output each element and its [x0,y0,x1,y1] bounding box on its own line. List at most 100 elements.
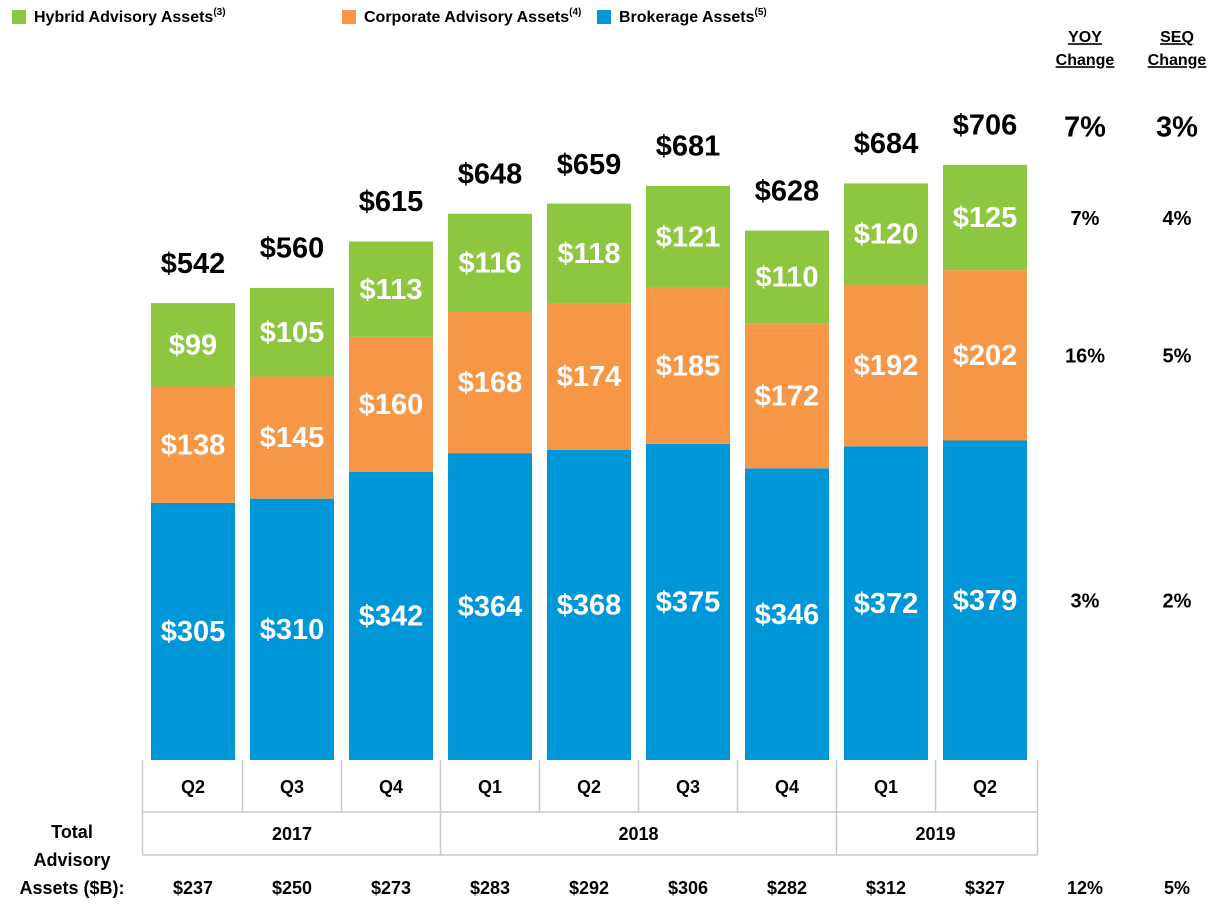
bar-segment [646,443,730,760]
yoy-change: 7% [1064,111,1106,143]
x-tick-label: Q2 [973,777,997,797]
total-label: $684 [854,128,919,160]
segment-label: $310 [260,614,325,646]
year-label: 2018 [618,824,658,844]
segment-label: $160 [359,389,424,421]
segment-label: $168 [458,367,523,399]
bar-segment [250,498,334,760]
bar-segment [151,386,235,503]
legend-footnote: (5) [754,7,766,18]
segment-label: $145 [260,422,325,454]
advisory-value: $312 [866,878,906,898]
segment-label: $368 [557,590,622,622]
segment-label: $99 [169,329,217,361]
legend-label: Brokerage Assets(5) [619,7,767,27]
bar-segment [151,502,235,760]
legend-footnote: (4) [569,7,581,18]
yoy-change: 3% [1071,591,1100,613]
legend-swatch [342,10,356,24]
segment-label: $342 [359,601,424,633]
segment-label: $364 [458,591,523,623]
segment-label: $185 [656,351,721,383]
bar-segment [448,213,532,312]
seq-change: 3% [1156,111,1198,143]
bar-segment [349,336,433,472]
bar-segment [844,183,928,285]
total-label: $659 [557,149,622,181]
bar-segment [448,311,532,454]
change-header: SEQ [1160,29,1194,46]
change-header: Change [1148,52,1207,69]
bar-segment [745,230,829,324]
bar-segment [250,287,334,377]
total-label: $542 [161,248,226,280]
segment-label: $372 [854,588,919,620]
segment-label: $174 [557,361,622,393]
total-label: $706 [953,109,1018,141]
segment-label: $305 [161,616,226,648]
yoy-change: 7% [1071,208,1100,230]
advisory-value: $306 [668,878,708,898]
segment-label: $192 [854,350,919,382]
bar-segment [943,270,1027,441]
segment-label: $121 [656,222,721,254]
segment-label: $375 [656,587,721,619]
bar-segment [646,185,730,288]
bar-segment [943,440,1027,760]
bar-segment [547,303,631,450]
legend-name: Brokerage Assets [619,9,755,26]
seq-change: 5% [1163,346,1192,368]
legend-name: Hybrid Advisory Assets [34,9,213,26]
legend-label: Corporate Advisory Assets(4) [364,7,581,27]
row-label: Advisory [33,850,110,870]
advisory-seq: 5% [1164,878,1190,898]
advisory-value: $292 [569,878,609,898]
bar-segment [844,284,928,447]
seq-change: 4% [1163,208,1192,230]
total-label: $615 [359,186,424,218]
yoy-change: 16% [1065,346,1105,368]
change-header: YOY [1068,29,1102,46]
bar-segment [844,446,928,760]
bar-segment [943,164,1027,271]
segment-label: $105 [260,317,325,349]
segment-label: $172 [755,380,820,412]
segment-label: $113 [360,274,423,306]
total-label: $681 [656,131,721,163]
segment-label: $116 [459,247,522,279]
advisory-yoy: 12% [1067,878,1103,898]
x-tick-label: Q3 [280,777,304,797]
x-tick-label: Q3 [676,777,700,797]
year-label: 2017 [272,824,312,844]
row-label: Total [51,822,93,842]
bar-segment [646,287,730,444]
bar-segment [547,449,631,760]
advisory-value: $327 [965,878,1005,898]
x-tick-label: Q4 [379,777,403,797]
advisory-value: $237 [173,878,213,898]
x-tick-label: Q1 [874,777,898,797]
bar-segment [151,303,235,387]
bar-segment [448,453,532,760]
bar-segment [547,203,631,304]
year-label: 2019 [915,824,955,844]
segment-label: $125 [953,202,1018,234]
seq-change: 2% [1163,591,1192,613]
advisory-value: $283 [470,878,510,898]
segment-label: $346 [755,599,820,631]
bar-segment [250,376,334,499]
segment-label: $120 [854,219,919,251]
segment-label: $138 [161,429,226,461]
row-label: Assets ($B): [19,878,124,898]
bar-segment [745,323,829,469]
segment-label: $110 [756,262,819,294]
segment-label: $202 [953,340,1018,372]
bar-segment [349,241,433,337]
x-tick-label: Q4 [775,777,799,797]
advisory-value: $273 [371,878,411,898]
legend-swatch [597,10,611,24]
total-label: $648 [458,158,523,190]
segment-label: $379 [953,585,1018,617]
change-header: Change [1056,52,1115,69]
bar-segment [349,471,433,760]
